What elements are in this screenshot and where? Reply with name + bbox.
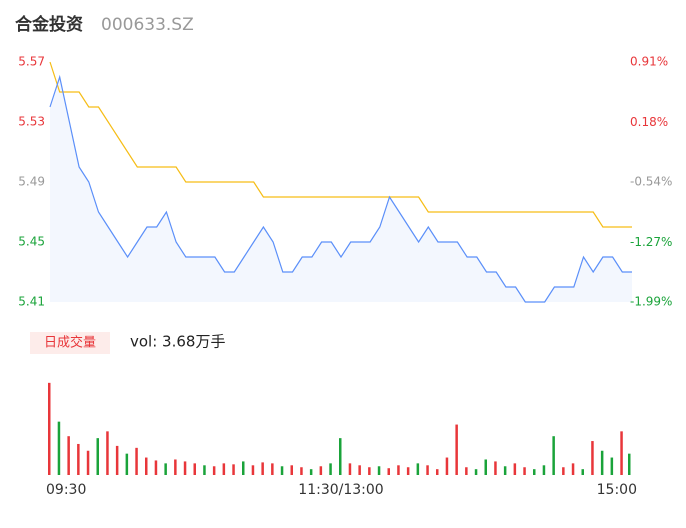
volume-bar [319, 466, 323, 475]
volume-bar [465, 467, 468, 475]
volume-bar [503, 466, 507, 475]
volume-bar [164, 463, 167, 475]
volume-bar [174, 459, 177, 475]
y-tick-label: 5.53 [18, 115, 45, 129]
volume-bar [348, 463, 352, 475]
x-tick-label: 15:00 [597, 482, 637, 498]
volume-bar [591, 441, 594, 475]
volume-bar [620, 431, 623, 475]
volume-bar [542, 465, 546, 475]
volume-button[interactable] [30, 332, 110, 354]
volume-bar [280, 466, 284, 475]
volume-bar [300, 467, 303, 475]
volume-bar [387, 468, 390, 475]
volume-bar [48, 382, 51, 475]
volume-bar [329, 463, 332, 475]
y-tick-label: 5.41 [18, 295, 45, 309]
volume-bar [436, 469, 439, 475]
volume-bar [290, 465, 293, 475]
volume-bar [203, 465, 206, 475]
volume-bar [610, 457, 614, 475]
x-tick-label: 09:30 [46, 482, 86, 498]
volume-bar [513, 463, 517, 475]
volume-bar [154, 460, 158, 475]
volume-bar [135, 447, 138, 475]
line-price [49, 74, 632, 303]
chart-title: 合金投资 [15, 14, 83, 35]
volume-button-label[interactable]: 日成交量 [44, 335, 96, 351]
volume-bar [77, 443, 80, 475]
volume-bar [581, 469, 584, 475]
volume-bar [309, 469, 313, 475]
volume-bar [484, 459, 487, 475]
volume-bar [145, 457, 148, 475]
volume-bar [183, 461, 187, 475]
volume-bar [67, 436, 70, 475]
volume-bar [416, 463, 420, 475]
chart-subtitle: 000633.SZ [101, 15, 194, 35]
line-average [49, 61, 632, 228]
volume-bar [232, 464, 235, 475]
volume-bar [115, 445, 119, 475]
volume-bar [106, 431, 109, 475]
volume-bar [533, 469, 536, 475]
volume-bar [600, 450, 604, 475]
volume-bar [406, 467, 410, 475]
volume-bar [426, 465, 429, 475]
volume-bar [261, 462, 264, 475]
volume-bar [271, 463, 274, 475]
y2-tick-label: 0.18% [630, 115, 668, 129]
volume-bar [474, 469, 478, 475]
volume-label: vol: 3.68万手 [130, 333, 225, 351]
y2-tick-label: 0.91% [630, 55, 668, 69]
y-tick-label: 5.45 [18, 235, 45, 249]
volume-bar [212, 466, 216, 475]
volume-bar [562, 467, 565, 475]
volume-bar [494, 461, 497, 475]
volume-bar [368, 467, 371, 475]
volume-bar [523, 467, 526, 475]
y2-tick-label: -1.99% [630, 295, 672, 309]
volume-bar [358, 465, 361, 475]
y-tick-label: 5.57 [18, 55, 45, 69]
volume-bar [552, 436, 555, 475]
x-tick-label: 11:30/13:00 [298, 482, 383, 498]
volume-bar [222, 463, 226, 475]
volume-bar [57, 421, 61, 475]
y-tick-label: 5.49 [18, 175, 45, 189]
volume-bar [242, 461, 245, 475]
volume-bar [455, 424, 458, 475]
volume-bar [377, 466, 381, 475]
y2-tick-label: -0.54% [630, 175, 672, 189]
volume-bar [571, 463, 575, 475]
y2-tick-label: -1.27% [630, 235, 672, 249]
volume-bar [397, 465, 400, 475]
volume-bar [628, 453, 631, 475]
volume-bar [193, 463, 196, 475]
volume-bar [96, 438, 99, 475]
volume-bar [86, 450, 90, 475]
volume-bar [339, 438, 342, 475]
volume-bar [445, 457, 449, 475]
volume-bar [125, 453, 129, 475]
volume-bar [251, 465, 255, 475]
